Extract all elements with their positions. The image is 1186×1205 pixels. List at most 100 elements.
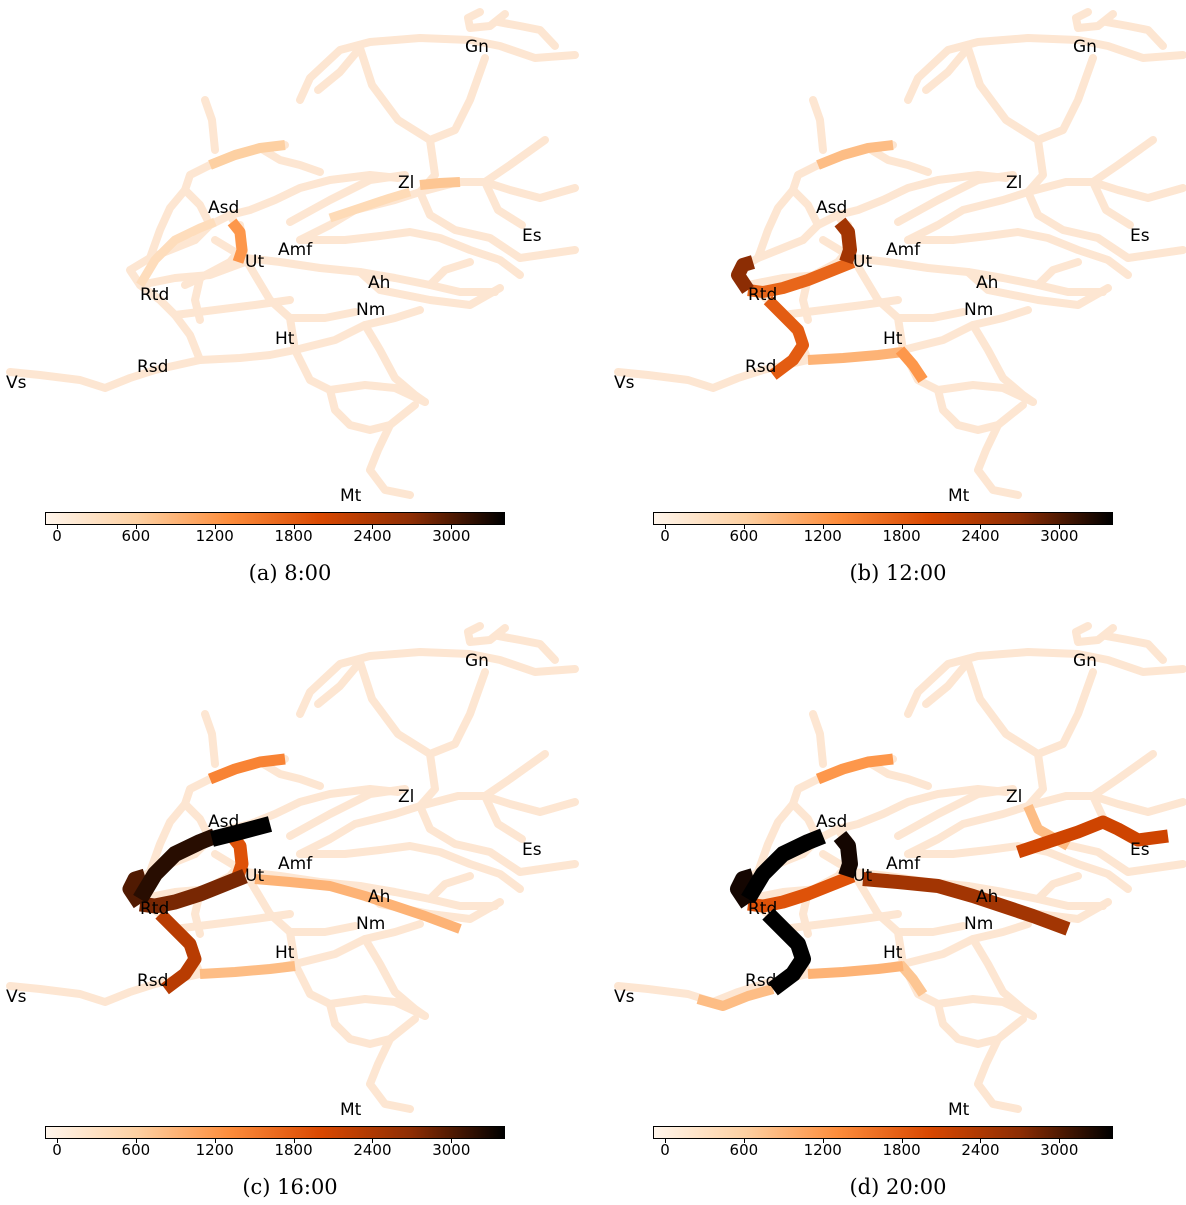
rail-segment [964, 44, 1097, 144]
rail-segment [326, 1000, 419, 1048]
colorbar-tick-mark [451, 525, 453, 529]
city-label-mt: Mt [948, 486, 970, 506]
rail-segment [1024, 188, 1186, 262]
rail-segment [864, 758, 932, 790]
city-label-rtd: Rtd [140, 285, 169, 305]
rail-segment-load-Rsd-Vs [696, 984, 775, 1011]
city-label-nm: Nm [356, 914, 385, 934]
colorbar-tick-label: 2400 [961, 527, 1000, 545]
rail-segment-load-Rtd-west [730, 868, 756, 909]
rail-segment [366, 421, 414, 499]
colorbar-tick-label: 0 [660, 527, 670, 545]
rail-segment [296, 842, 524, 893]
rail-segment-load-Zl-Amf [328, 187, 412, 223]
rail-segment [481, 178, 526, 229]
rail-segment [494, 18, 559, 50]
colorbar-tick-mark [57, 525, 58, 529]
rail-segment-load-Rtd-Asd [133, 828, 218, 904]
colorbar [653, 1126, 1113, 1139]
city-label-zl: Zl [1006, 787, 1022, 807]
colorbar-tick-label: 2400 [961, 1141, 1000, 1159]
colorbar-tick-mark [1059, 1139, 1061, 1143]
rail-segment [286, 308, 359, 322]
rail-segment [904, 648, 1186, 718]
colorbar-tick-label: 2400 [353, 527, 392, 545]
colorbar-tick-label: 1200 [195, 1141, 234, 1159]
rail-segment-load-Asd-Ut [833, 831, 858, 879]
colorbar-tick-label: 0 [52, 527, 62, 545]
colorbar-tick-mark [293, 1139, 295, 1143]
colorbar-tick-mark [980, 525, 982, 529]
rail-segment-load-Ut-Ah [862, 872, 1071, 936]
city-label-zl: Zl [398, 173, 414, 193]
rail-segment [6, 346, 299, 392]
rail-segment [809, 96, 827, 154]
panel-caption: (d) 20:00 [849, 1175, 947, 1199]
rail-network-map: Gn Zl Asd Es Amf Ut Ah Rtd Nm Ht Rsd Vs Mt [6, 622, 579, 1120]
rail-segment-load-Rtd-Rsd [155, 909, 202, 995]
city-label-rtd: Rtd [748, 285, 777, 305]
colorbar-tick-mark [822, 525, 824, 529]
rail-segment [964, 268, 1112, 309]
colorbar-tick-mark [135, 525, 137, 529]
rail-segment [291, 346, 429, 406]
city-label-mt: Mt [340, 486, 362, 506]
rail-segment [974, 1035, 1022, 1113]
colorbar-tick-label: 1200 [803, 527, 842, 545]
city-label-asd: Asd [816, 812, 847, 832]
colorbar-tick-mark [135, 1139, 137, 1143]
city-label-ht: Ht [883, 943, 903, 963]
panel-caption: (b) 12:00 [849, 561, 947, 585]
rail-segment [136, 258, 249, 289]
rail-segment-load-Asd-Ut [834, 217, 857, 265]
rail-segment [481, 792, 579, 816]
rail-segment [1024, 750, 1047, 810]
rail-segment [314, 658, 364, 708]
rail-segment [1089, 178, 1186, 202]
colorbar-tick-label: 1800 [882, 527, 921, 545]
colorbar-tick-mark [901, 1139, 903, 1143]
city-label-amf: Amf [886, 854, 921, 874]
colorbar-tick-label: 3000 [432, 1141, 471, 1159]
colorbar-tick-mark [980, 1139, 982, 1143]
rail-segment [1089, 792, 1186, 816]
colorbar-tick-label: 1200 [195, 527, 234, 545]
rail-segment [964, 658, 1097, 758]
rail-segment [904, 188, 1032, 244]
rail-segment [296, 34, 579, 104]
rail-segment [201, 96, 219, 154]
colorbar-tick-label: 0 [52, 1141, 62, 1159]
city-label-ut: Ut [245, 866, 264, 886]
city-label-ut: Ut [853, 252, 872, 272]
rail-segment [894, 308, 967, 322]
colorbar [45, 512, 505, 525]
map-panel-b: Gn Zl Asd Es Amf Ut Ah Rtd Nm Ht Rsd Vs Mt 0 600 1200 1… [608, 0, 1186, 590]
city-label-ah: Ah [368, 273, 390, 293]
rail-segment-load-Rtd-Asd [741, 828, 826, 904]
city-label-vs: Vs [6, 987, 27, 1007]
rail-segment-load-Ut-Ah [254, 874, 462, 934]
rail-segment [426, 872, 474, 903]
colorbar-tick-label: 1800 [274, 527, 313, 545]
rail-segment-load-Rsd-Ht [807, 347, 904, 365]
rail-segment [286, 922, 359, 936]
rail-segment [296, 648, 579, 718]
rail-segment [256, 144, 324, 176]
map-panel-d: Gn Zl Asd Es Amf Ut Ah Rtd Nm Ht Rsd Vs Mt 0 600 1200 1… [608, 614, 1186, 1204]
colorbar-tick-label: 1200 [803, 1141, 842, 1159]
panel-caption: (c) 16:00 [242, 1175, 338, 1199]
map-panel-a: Gn Zl Asd Es Amf Ut Ah Rtd Nm Ht Rsd Vs Mt 0 600 1200 1… [0, 0, 580, 590]
colorbar [45, 1126, 505, 1139]
rail-segment-load-Asd-top [816, 140, 894, 170]
rail-segment [241, 254, 499, 296]
city-label-rtd: Rtd [140, 899, 169, 919]
rail-segment [754, 186, 797, 262]
city-label-zl: Zl [1006, 173, 1022, 193]
city-label-gn: Gn [1073, 651, 1097, 671]
rail-segment-load-Amf-Es [1015, 815, 1169, 859]
rail-segment [314, 44, 364, 94]
rail-segment [146, 186, 189, 262]
city-label-gn: Gn [1073, 37, 1097, 57]
colorbar [653, 512, 1113, 525]
colorbar-tick-mark [451, 1139, 453, 1143]
